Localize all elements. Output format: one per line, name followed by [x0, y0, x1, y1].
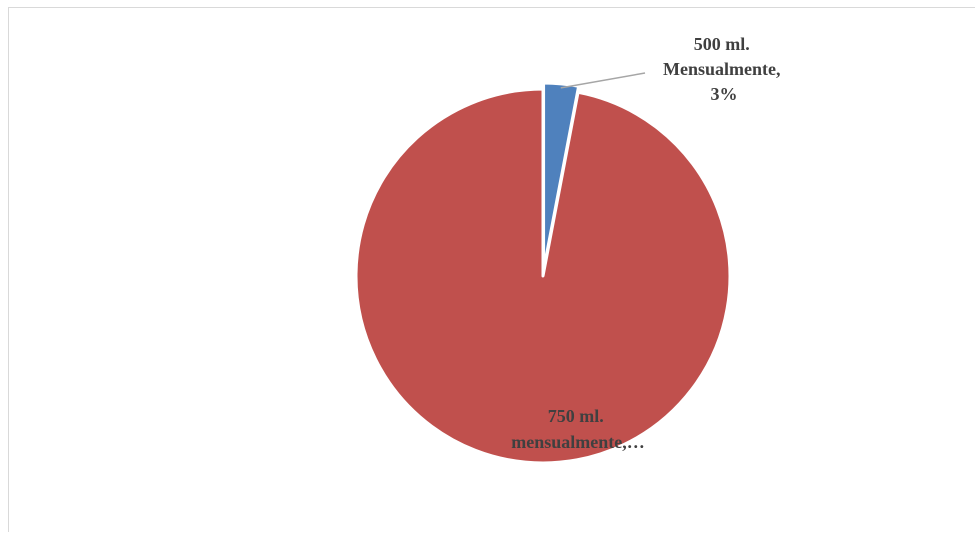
leader-line	[560, 72, 646, 89]
slice-label-750ml: 750 ml. mensualmente,…	[511, 406, 645, 452]
slice-label-750ml-line-2: mensualmente,…	[511, 432, 645, 452]
slice-label-500ml-line-2: Mensualmente,	[663, 59, 780, 79]
slice-label-500ml: 500 ml. Mensualmente, 3%	[663, 34, 785, 104]
slice-label-500ml-line-3: 3%	[711, 84, 738, 104]
slice-label-750ml-line-1: 750 ml.	[548, 406, 604, 426]
pie-slice-750ml	[354, 87, 732, 465]
slice-label-500ml-line-1: 500 ml.	[694, 34, 750, 54]
